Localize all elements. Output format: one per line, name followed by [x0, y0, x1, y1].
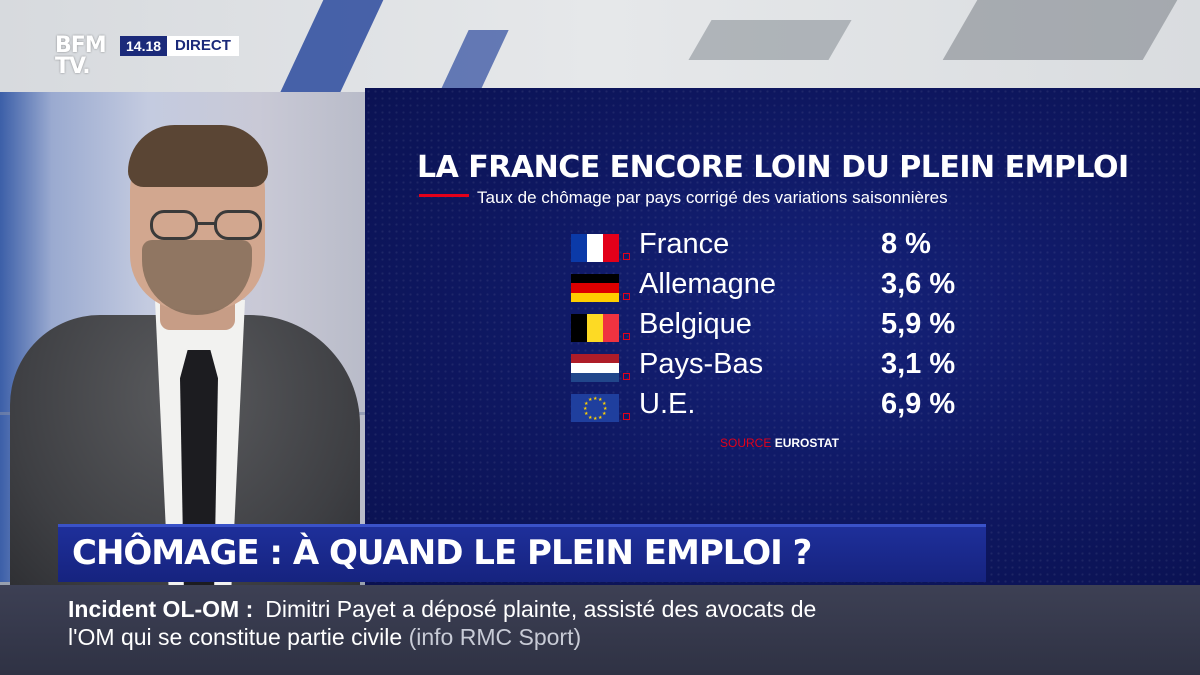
list-item: France 8 %: [571, 226, 991, 266]
infographic-title: LA FRANCE ENCORE LOIN DU PLEIN EMPLOI: [417, 150, 1129, 185]
infographic-panel: LA FRANCE ENCORE LOIN DU PLEIN EMPLOI Ta…: [365, 88, 1200, 585]
source-label: SOURCE: [720, 436, 772, 450]
country-name: U.E.: [639, 388, 696, 420]
country-name: Belgique: [639, 308, 752, 340]
live-badge: 14.18 DIRECT: [120, 36, 239, 56]
source-credit: SOURCE EUROSTAT: [720, 436, 839, 450]
infographic-subtitle: Taux de chômage par pays corrigé des var…: [477, 188, 948, 207]
rate-value: 5,9 %: [881, 308, 956, 340]
country-name: Allemagne: [639, 268, 777, 300]
country-name: France: [639, 228, 730, 260]
news-ticker: Incident OL-OM : Dimitri Payet a déposé p…: [0, 585, 1200, 675]
bfm-tv-logo: BFM TV.: [55, 33, 107, 79]
ticker-line-2: l'OM qui se constitue partie civile (inf…: [68, 624, 581, 651]
netherlands-flag-icon: [571, 354, 619, 382]
rate-value: 8 %: [881, 228, 931, 260]
unemployment-list: France 8 % Allemagne 3,6 % Belgique 5,9 …: [571, 226, 991, 426]
rate-value: 3,1 %: [881, 348, 956, 380]
rate-value: 6,9 %: [881, 388, 956, 420]
headline-text: CHÔMAGE : À QUAND LE PLEIN EMPLOI ?: [72, 533, 812, 573]
germany-flag-icon: [571, 274, 619, 302]
clock-time: 14.18: [120, 36, 168, 56]
eu-flag-icon: ★ ★ ★ ★ ★ ★ ★ ★ ★ ★ ★ ★: [571, 394, 619, 422]
ticker-credit: (info RMC Sport): [408, 624, 582, 650]
belgium-flag-icon: [571, 314, 619, 342]
list-item: Allemagne 3,6 %: [571, 266, 991, 306]
france-flag-icon: [571, 234, 619, 262]
ticker-text-1: Dimitri Payet a déposé plainte, assisté …: [265, 596, 817, 622]
ticker-line-1: Incident OL-OM : Dimitri Payet a déposé p…: [68, 596, 816, 623]
ticker-text-2: l'OM qui se constitue partie civile: [68, 624, 403, 650]
source-value: EUROSTAT: [774, 436, 839, 450]
country-name: Pays-Bas: [639, 348, 764, 380]
live-label: DIRECT: [175, 37, 231, 54]
presenter-image: [10, 120, 370, 585]
list-item: ★ ★ ★ ★ ★ ★ ★ ★ ★ ★ ★ ★ U.E. 6,9 %: [571, 386, 991, 426]
ticker-label: Incident OL-OM :: [68, 596, 254, 622]
list-item: Pays-Bas 3,1 %: [571, 346, 991, 386]
title-accent-bar: [419, 194, 469, 197]
rate-value: 3,6 %: [881, 268, 956, 300]
list-item: Belgique 5,9 %: [571, 306, 991, 346]
headline-banner: CHÔMAGE : À QUAND LE PLEIN EMPLOI ?: [58, 524, 986, 582]
